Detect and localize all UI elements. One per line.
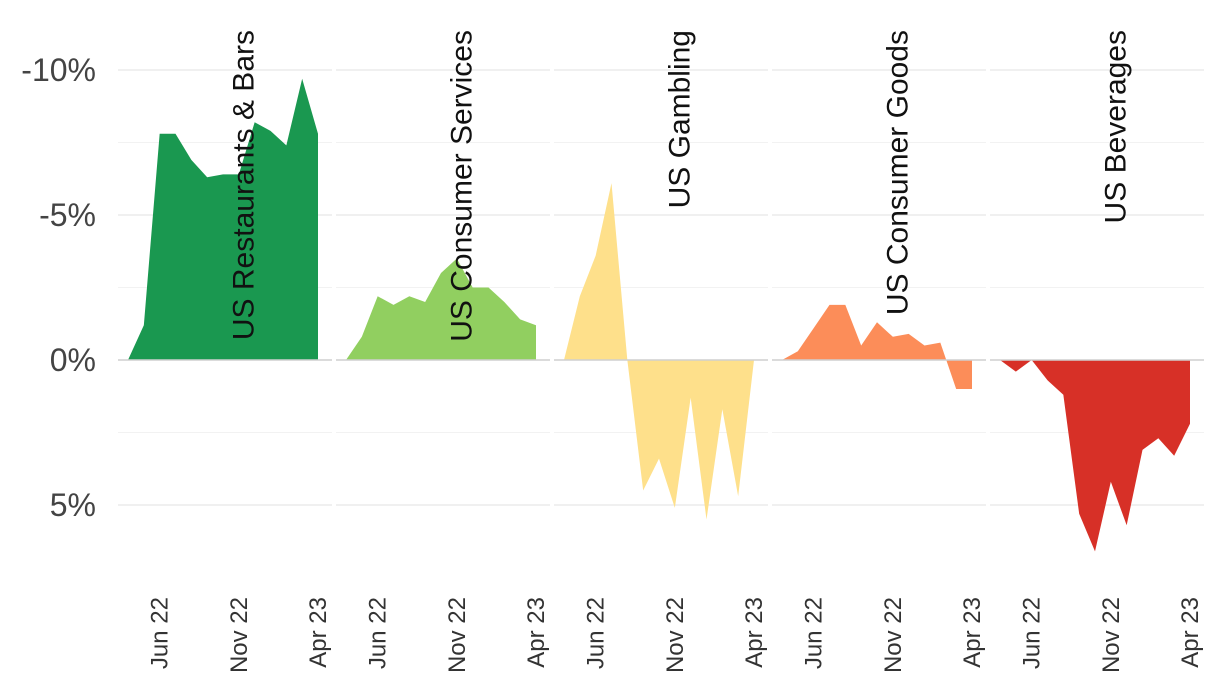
panel-title: US Consumer Goods: [882, 30, 915, 315]
panel-title: US Consumer Services: [446, 30, 479, 342]
x-tick-label: Jun 22: [365, 597, 392, 669]
x-tick-label: Nov 22: [662, 597, 689, 673]
y-tick-label: -10%: [21, 52, 96, 88]
x-tick-label: Nov 22: [880, 597, 907, 673]
area-us-gambling: [564, 183, 754, 520]
x-tick-label: Jun 22: [801, 597, 828, 669]
y-tick-label: 5%: [50, 487, 96, 523]
x-tick-label: Apr 23: [741, 597, 768, 668]
area-us-restaurants-bars: [128, 78, 318, 360]
x-tick-label: Jun 22: [147, 597, 174, 669]
panel-title: US Gambling: [664, 30, 697, 208]
y-tick-label: 0%: [50, 342, 96, 378]
panel-title: US Restaurants & Bars: [228, 30, 261, 340]
panel-titles: US Restaurants & Bars US Consumer Servic…: [228, 30, 1133, 342]
x-tick-label: Apr 23: [305, 597, 332, 668]
area-us-beverages: [1000, 360, 1190, 552]
x-tick-label: Apr 23: [1177, 597, 1204, 668]
panel-title: US Beverages: [1100, 30, 1133, 223]
x-tick-label: Apr 23: [523, 597, 550, 668]
y-axis: -10% -5% 0% 5%: [21, 52, 96, 523]
x-tick-label: Apr 23: [959, 597, 986, 668]
area-us-consumer-goods: [782, 304, 972, 389]
y-tick-label: -5%: [39, 197, 96, 233]
x-tick-label: Jun 22: [1019, 597, 1046, 669]
x-tick-label: Nov 22: [226, 597, 253, 673]
x-tick-label: Nov 22: [444, 597, 471, 673]
area-panels: [128, 78, 1190, 552]
area-us-consumer-services: [346, 258, 536, 360]
x-axis-ticks: Jun 22 Nov 22 Apr 23 Jun 22 Nov 22 Apr 23 Jun …: [147, 597, 1204, 673]
x-tick-label: Nov 22: [1098, 597, 1125, 673]
x-tick-label: Jun 22: [583, 597, 610, 669]
